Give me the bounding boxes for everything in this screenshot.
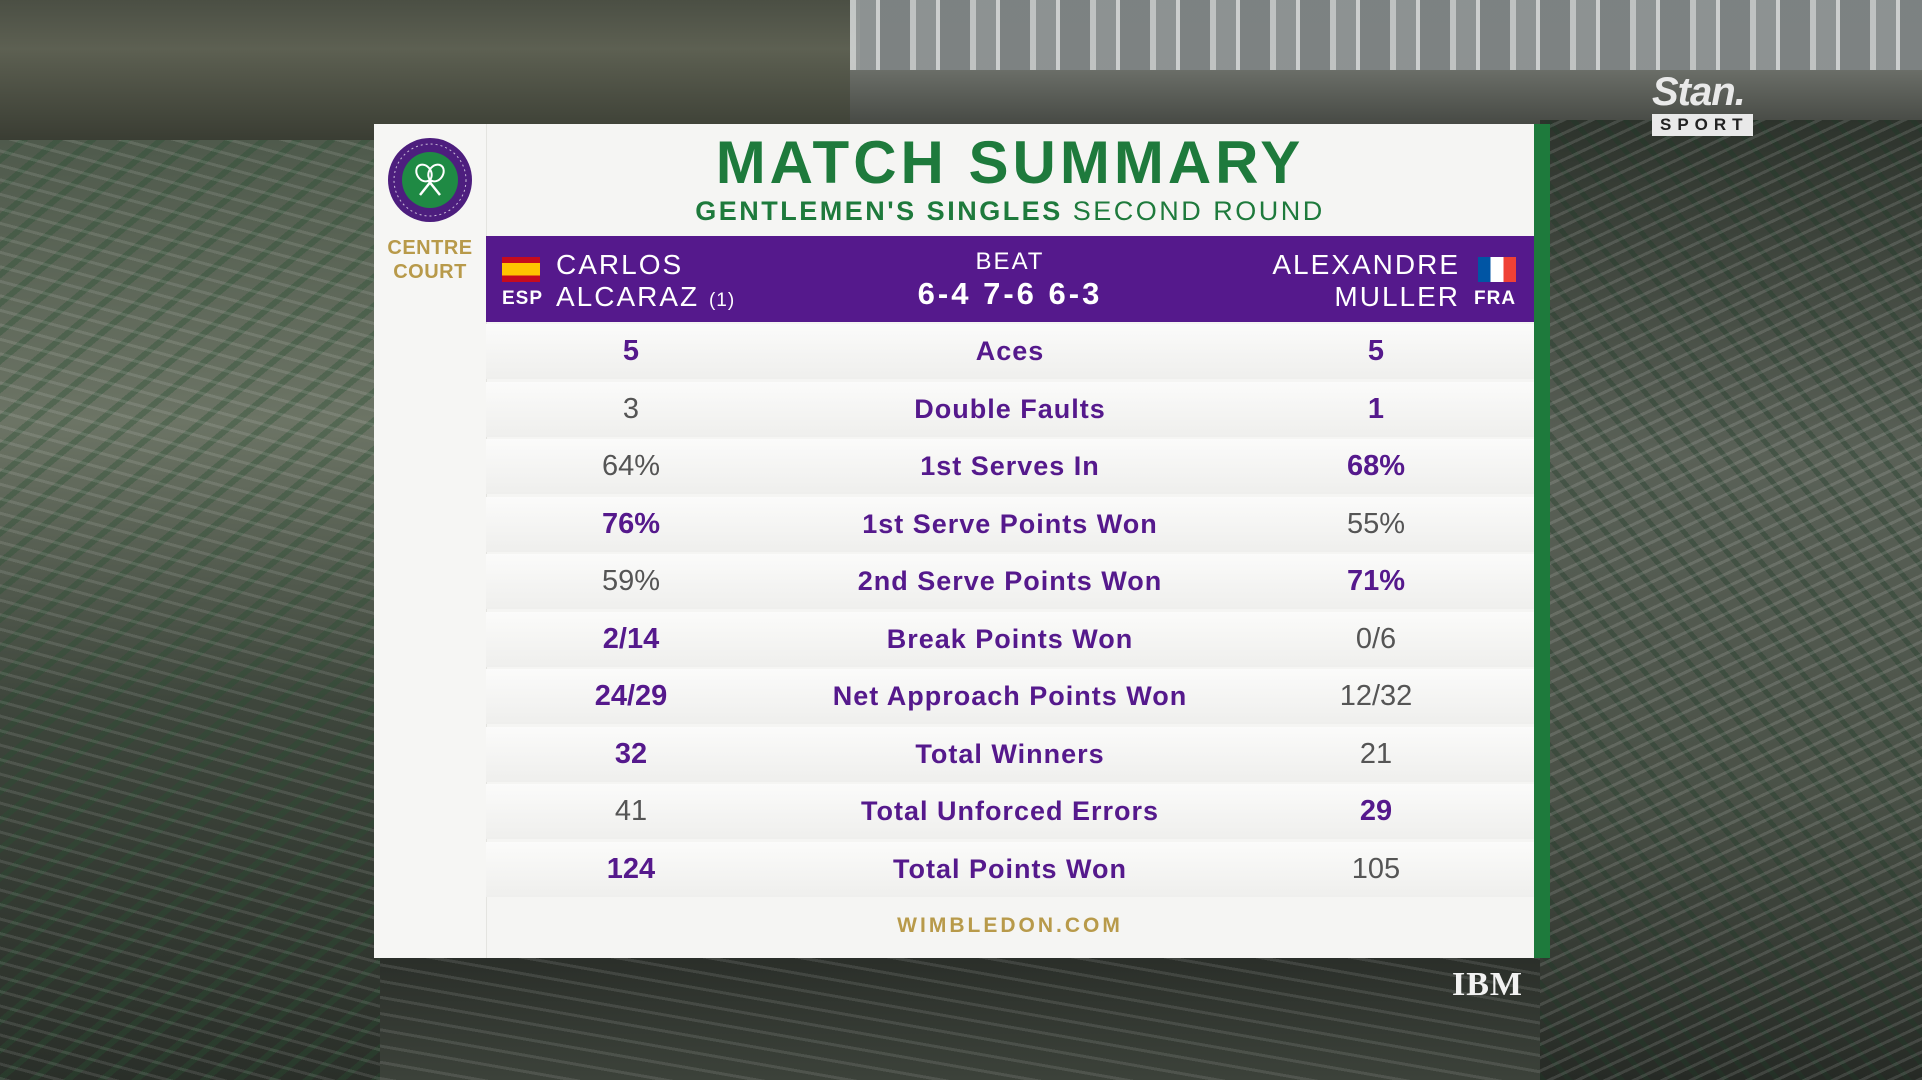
stat-right-value: 68% [1346,450,1406,482]
player2-first-name: ALEXANDRE [1272,249,1460,280]
court-line2: COURT [393,261,467,283]
stat-row: 59% 2nd Serve Points Won 71% [486,554,1534,609]
stat-label: Double Faults [914,393,1106,424]
crowd-bottom [380,955,1540,1080]
court-line1: CENTRE [387,237,473,259]
stat-label: 1st Serves In [920,451,1100,481]
logo-center [402,152,458,208]
website-footer: WIMBLEDON.COM [897,914,1123,937]
ibm-logo: IBM [1452,966,1523,1003]
stat-label: Net Approach Points Won [832,681,1188,711]
france-flag-icon [1478,257,1516,282]
stat-left-value: 3 [622,392,640,425]
crowd-left [0,140,380,1080]
stat-label: Aces [975,336,1045,366]
player2-last-name: MULLER [1334,281,1460,312]
stat-right-value: 21 [1359,737,1393,770]
stat-row: 41 Total Unforced Errors 29 [486,784,1534,839]
stat-label: Total Unforced Errors [860,796,1160,826]
player1-seed: (1) [708,290,736,311]
stat-right-value: 29 [1359,795,1393,827]
players-band: ESP CARLOS ALCARAZ (1) BEAT 6-4 7-6 6-3 … [486,236,1534,322]
stat-left-value: 124 [606,852,656,885]
stat-label: Total Winners [915,738,1105,769]
logo-ring-icon [393,143,467,217]
stat-row: 3 Double Faults 1 [486,381,1534,437]
stat-right-value: 1 [1367,392,1385,425]
stan-logo-word: Stan. [1652,70,1746,114]
stat-label: Break Points Won [886,623,1134,654]
stat-right-value: 105 [1351,852,1401,885]
wimbledon-logo [388,138,472,222]
stan-logo-sport: SPORT [1652,114,1753,136]
stat-left-value: 5 [622,335,640,367]
match-score: 6-4 7-6 6-3 [917,276,1103,311]
stat-label: 2nd Serve Points Won [857,566,1163,596]
stat-right-value: 71% [1346,565,1406,597]
stat-left-value: 59% [601,565,661,597]
stat-left-value: 64% [601,450,661,482]
event-subtitle: GENTLEMEN'S SINGLES SECOND ROUND [486,196,1534,226]
crossed-rackets-icon [415,163,445,196]
stats-table: 5 Aces 5 3 Double Faults 1 64% 1st Serve… [486,324,1534,899]
stat-left-value: 41 [614,795,648,827]
panel-title: MATCH SUMMARY [715,129,1305,196]
stat-row: 124 Total Points Won 105 [486,841,1534,897]
stat-label: Total Points Won [893,853,1127,884]
result-word: BEAT [975,248,1045,275]
player2-country: FRA [1474,288,1517,309]
stat-right-value: 0/6 [1355,622,1397,655]
stat-row: 24/29 Net Approach Points Won 12/32 [486,669,1534,724]
panel-accent-bar [1534,124,1550,958]
stat-left-value: 2/14 [602,622,660,655]
stat-row: 5 Aces 5 [486,324,1534,379]
stat-row: 32 Total Winners 21 [486,726,1534,782]
stat-left-value: 24/29 [594,680,668,712]
crowd-right [1540,120,1922,1080]
player1-last-name: ALCARAZ [556,281,700,312]
stat-left-value: 76% [601,507,661,540]
side-column: CENTRE COURT [374,124,487,958]
player1-first-name: CARLOS [556,249,684,280]
stan-sport-logo: Stan. SPORT [1652,72,1776,136]
event-name: GENTLEMEN'S SINGLES [695,196,1063,226]
stat-left-value: 32 [614,737,648,770]
stat-row: 64% 1st Serves In 68% [486,439,1534,494]
event-round: SECOND ROUND [1072,196,1325,226]
spain-flag-icon [502,257,540,282]
player2-name: ALEXANDRE MULLER [1272,249,1460,313]
court-name: CENTRE COURT [374,236,486,284]
stadium-roof [0,0,860,140]
stat-right-value: 55% [1346,507,1406,540]
player1-country: ESP [502,288,544,309]
stat-right-value: 12/32 [1339,680,1413,712]
stat-label: 1st Serve Points Won [862,508,1158,539]
stat-row: 76% 1st Serve Points Won 55% [486,496,1534,552]
stat-row: 2/14 Break Points Won 0/6 [486,611,1534,667]
player1-name: CARLOS ALCARAZ (1) [556,249,735,317]
stat-right-value: 5 [1367,335,1385,367]
